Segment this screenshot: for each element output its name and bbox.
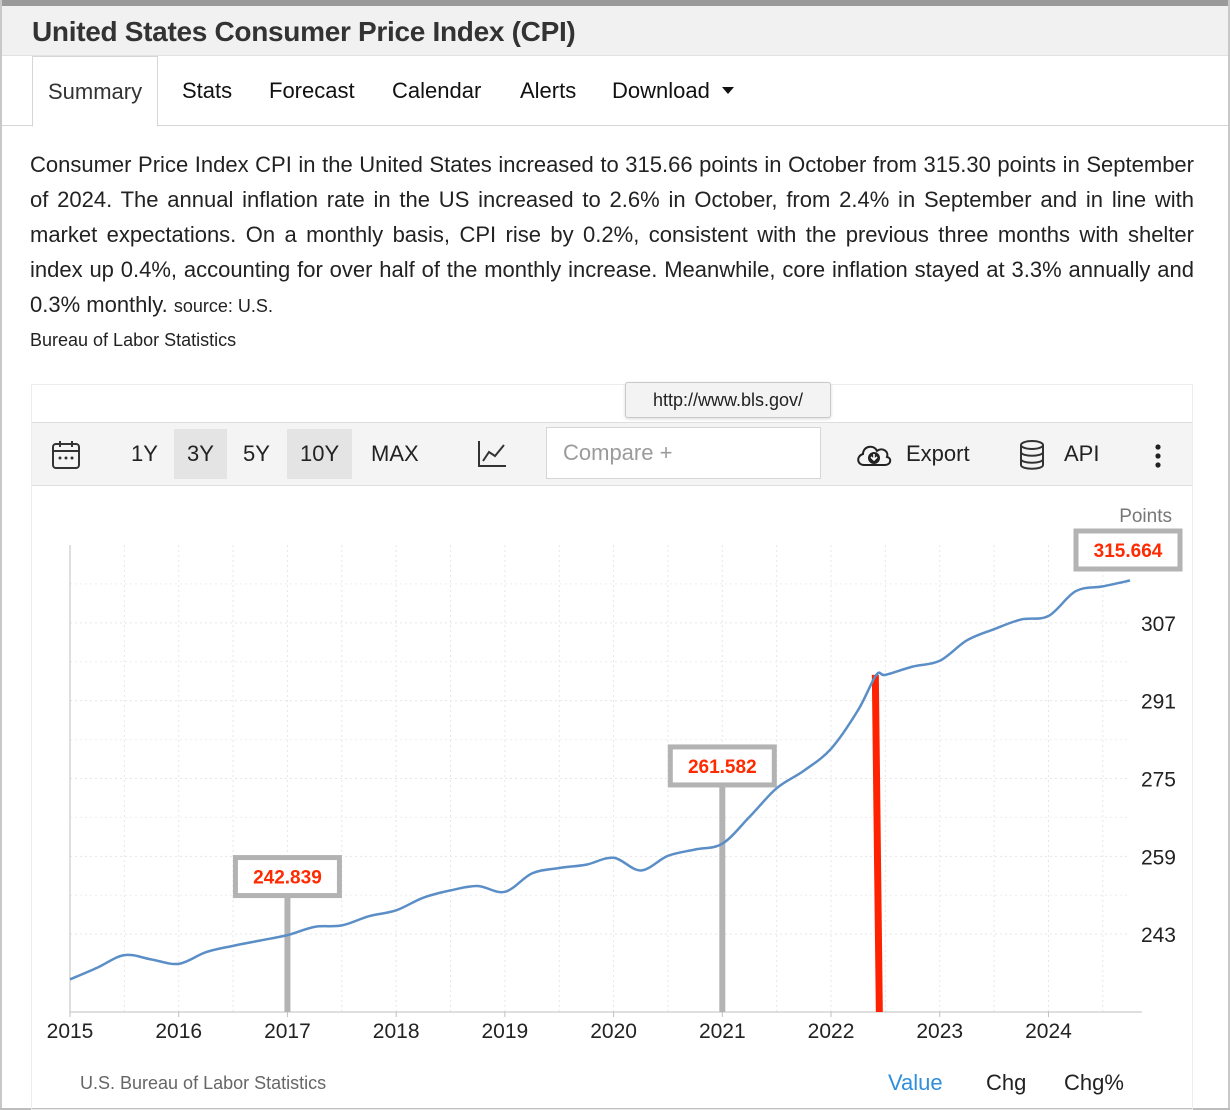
page-title: United States Consumer Price Index (CPI): [32, 16, 576, 47]
x-tick-label: 2024: [1025, 1020, 1072, 1043]
tab-summary[interactable]: Summary: [32, 56, 159, 127]
x-tick-label: 2016: [155, 1020, 202, 1043]
vertical-dots-icon[interactable]: [1152, 443, 1164, 475]
link-tooltip: http://www.bls.gov/: [625, 382, 831, 418]
window-top-border: [0, 0, 1230, 6]
summary-text: Consumer Price Index CPI in the United S…: [30, 152, 1194, 317]
mode-chg[interactable]: Chg: [986, 1070, 1027, 1095]
page-header: United States Consumer Price Index (CPI): [2, 6, 1228, 56]
cpi-series-line: [69, 579, 1131, 981]
annotation-box: [232, 855, 342, 899]
x-tick-label: 2017: [264, 1020, 311, 1043]
x-tick-label: 2018: [373, 1020, 420, 1043]
annotation-label: 261.582: [688, 757, 757, 778]
tab-download-label: Download: [612, 78, 710, 103]
y-tick-label: 275: [1141, 769, 1176, 792]
line-chart-icon[interactable]: [476, 439, 508, 475]
period-10y[interactable]: 10Y: [287, 429, 353, 479]
chart-source: U.S. Bureau of Labor Statistics: [80, 1073, 327, 1093]
summary-paragraph: Consumer Price Index CPI in the United S…: [30, 147, 1194, 324]
compare-input[interactable]: Compare +: [546, 427, 821, 479]
source-link[interactable]: Bureau of Labor Statistics: [30, 330, 237, 350]
annotation-box: [667, 744, 777, 788]
y-tick-label: 307: [1141, 613, 1176, 636]
period-1y[interactable]: 1Y: [131, 441, 158, 466]
period-5y[interactable]: 5Y: [243, 441, 270, 466]
window-right-border: [1228, 0, 1230, 1110]
database-icon[interactable]: [1018, 439, 1046, 477]
x-tick-label: 2015: [47, 1020, 94, 1043]
tab-calendar[interactable]: Calendar: [392, 78, 482, 103]
tab-download[interactable]: Download: [612, 56, 734, 126]
period-3y[interactable]: 3Y: [174, 429, 227, 479]
api-button[interactable]: API: [1064, 441, 1100, 466]
chart-toolbar: 1Y 3Y 5Y 10Y MAX Compare + Export API: [32, 422, 1192, 486]
event-marker: [871, 674, 883, 1013]
mode-value[interactable]: Value: [888, 1070, 943, 1095]
tab-forecast[interactable]: Forecast: [269, 78, 355, 103]
annotation-label: 242.839: [253, 868, 322, 889]
export-button[interactable]: Export: [906, 441, 970, 466]
x-tick-label: 2023: [916, 1020, 963, 1043]
annotation-label: 315.664: [1094, 541, 1163, 562]
mode-chg-pct[interactable]: Chg%: [1064, 1070, 1124, 1095]
annotation-box: [1073, 528, 1183, 572]
window-left-border: [0, 0, 2, 1110]
y-tick-label: 291: [1141, 691, 1176, 714]
x-tick-label: 2020: [590, 1020, 637, 1043]
period-max[interactable]: MAX: [371, 441, 419, 466]
caret-down-icon: [721, 87, 734, 95]
x-tick-label: 2022: [808, 1020, 855, 1043]
y-tick-label: 243: [1141, 924, 1176, 947]
x-tick-label: 2021: [699, 1020, 746, 1043]
y-axis-unit: Points: [1119, 506, 1172, 527]
source-label: source: U.S.: [173, 296, 273, 316]
tab-bar: Summary Stats Forecast Calendar Alerts D…: [2, 56, 1228, 127]
x-tick-label: 2019: [482, 1020, 529, 1043]
calendar-icon[interactable]: [51, 440, 81, 476]
y-tick-label: 259: [1141, 846, 1176, 869]
tab-alerts[interactable]: Alerts: [520, 78, 577, 103]
cloud-download-icon[interactable]: [854, 441, 894, 475]
tab-stats[interactable]: Stats: [182, 78, 233, 103]
